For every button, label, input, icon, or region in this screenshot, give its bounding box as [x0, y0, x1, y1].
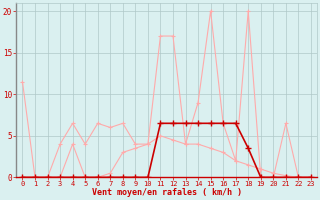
X-axis label: Vent moyen/en rafales ( km/h ): Vent moyen/en rafales ( km/h ): [92, 188, 242, 197]
